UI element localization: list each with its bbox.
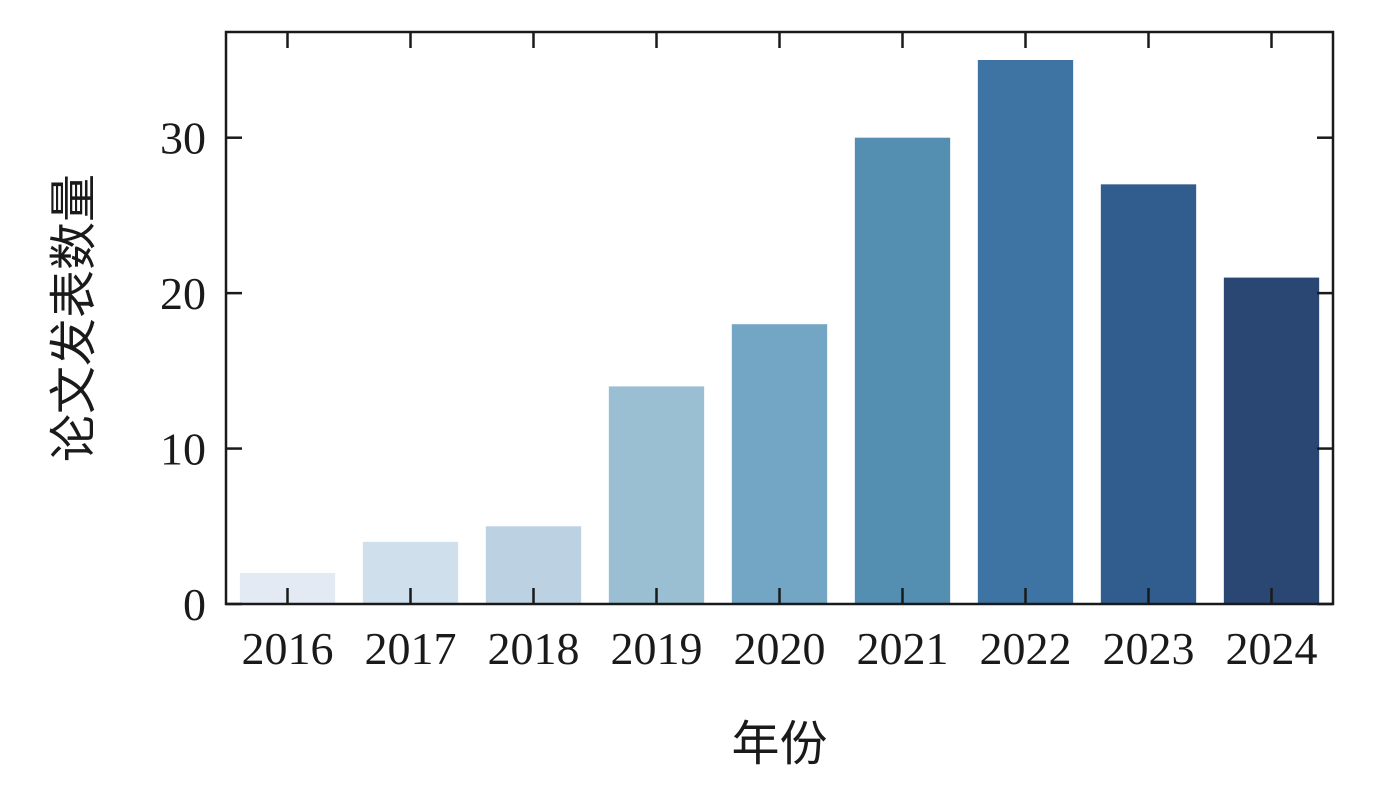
bar-2020 [731,324,828,604]
x-tick-label-2018: 2018 [488,623,580,674]
x-axis-label: 年份 [731,716,827,772]
x-tick-label-2021: 2021 [857,623,949,674]
x-tick-label-2020: 2020 [734,623,826,674]
plot-frame [224,30,1335,606]
y-tick-label-10: 10 [160,424,206,475]
x-tick-label-2017: 2017 [365,623,457,674]
x-tick-label-2019: 2019 [611,623,703,674]
y-tick-label-0: 0 [183,579,206,630]
bars-group [239,59,1320,604]
x-tick-labels: 2016 2017 2018 2019 2020 2021 2022 2023 2024 [242,623,1318,674]
bar-2024 [1223,277,1320,604]
x-tick-label-2023: 2023 [1103,623,1195,674]
bar-2019 [608,386,705,604]
bar-2023 [1100,184,1197,604]
y-tick-labels: 0 10 20 30 [160,113,206,630]
y-tick-label-30: 30 [160,113,206,164]
x-tick-label-2024: 2024 [1226,623,1318,674]
x-tick-label-2016: 2016 [242,623,334,674]
x-tick-label-2022: 2022 [980,623,1072,674]
y-axis-label: 论文发表数量 [46,174,102,462]
bar-2021 [854,137,951,604]
bar-2022 [977,59,1074,604]
y-tick-label-20: 20 [160,268,206,319]
